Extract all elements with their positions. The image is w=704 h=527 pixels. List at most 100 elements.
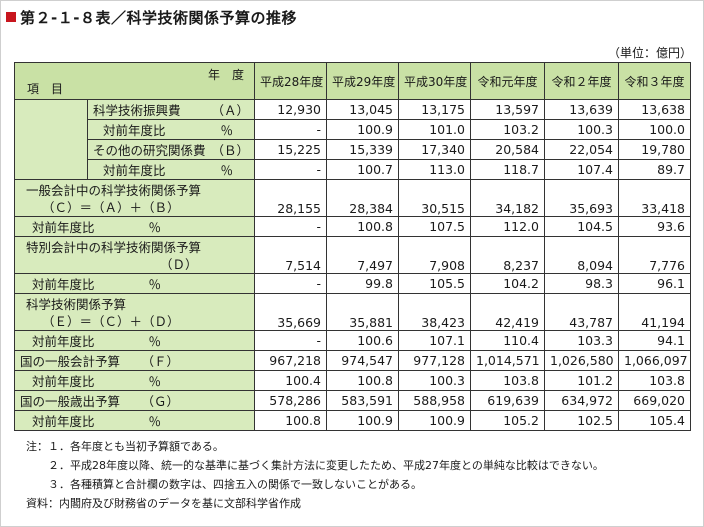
unit-label: （単位：億円） <box>607 46 692 60</box>
value-cell: 35,881 <box>326 293 399 331</box>
table-row: 特別会計中の科学技術関係予算 （Ｄ） 7,514 7,497 7,908 8,23… <box>14 236 691 274</box>
value-cell: 20,584 <box>470 139 545 160</box>
value-cell: - <box>254 159 327 180</box>
value-cell: 634,972 <box>544 390 619 411</box>
value-cell: 93.6 <box>618 216 691 237</box>
footnote: 注：１．各年度とも当初予算額である。 <box>26 440 224 453</box>
year-header: 平成30年度 <box>398 62 471 100</box>
value-cell: 89.7 <box>618 159 691 180</box>
value-cell: 42,419 <box>470 293 545 331</box>
value-cell: 619,639 <box>470 390 545 411</box>
row-label: 科学技術振興費 （Ａ） <box>87 99 255 120</box>
value-cell: 105.4 <box>618 410 691 431</box>
value-cell: 96.1 <box>618 273 691 294</box>
value-cell: 967,218 <box>254 350 327 371</box>
value-cell: 7,514 <box>254 236 327 274</box>
value-cell: 583,591 <box>326 390 399 411</box>
red-square-icon <box>6 12 16 22</box>
table-row: その他の研究関係費 （Ｂ） 15,225 15,339 17,340 20,584… <box>15 139 691 160</box>
year-header: 平成28年度 <box>254 62 327 100</box>
value-cell: 1,066,097 <box>618 350 691 371</box>
value-cell: 7,776 <box>618 236 691 274</box>
value-cell: 102.5 <box>544 410 619 431</box>
value-cell: 974,547 <box>326 350 399 371</box>
table-row: 対前年度比％ - 100.9 101.0 103.2 100.3 100.0 <box>15 119 691 140</box>
year-header: 令和３年度 <box>618 62 691 100</box>
row-label: 対前年度比％ <box>14 370 255 391</box>
value-cell: 100.8 <box>254 410 327 431</box>
table-row: 対前年度比％ 100.8 100.9 100.9 105.2 102.5 105… <box>14 410 691 431</box>
row-label: その他の研究関係費 （Ｂ） <box>87 139 255 160</box>
table-row: 対前年度比％ - 100.8 107.5 112.0 104.5 93.6 <box>14 216 691 237</box>
footnotes: 注：１．各年度とも当初予算額である。 ２．平成28年度以降、統一的な基準に基づく… <box>26 437 604 513</box>
value-cell: 34,182 <box>470 179 545 217</box>
footnote: ３．各種積算と合計欄の数字は、四捨五入の関係で一致しないことがある。 <box>26 478 422 491</box>
value-cell: - <box>254 330 327 351</box>
table-row: 科学技術振興費 （Ａ） 12,930 13,045 13,175 13,597 1… <box>14 99 691 180</box>
value-cell: 107.1 <box>398 330 471 351</box>
year-header: 令和２年度 <box>544 62 619 100</box>
value-cell: 17,340 <box>398 139 471 160</box>
row-label: 一般会計中の科学技術関係予算 （Ｃ）＝（Ａ）＋（Ｂ） <box>14 179 255 217</box>
value-cell: 30,515 <box>398 179 471 217</box>
table-row: 対前年度比％ - 100.7 113.0 118.7 107.4 89.7 <box>15 159 691 180</box>
value-cell: 100.0 <box>618 119 691 140</box>
value-cell: 28,384 <box>326 179 399 217</box>
value-cell: 35,693 <box>544 179 619 217</box>
value-cell: 100.6 <box>326 330 399 351</box>
value-cell: 101.2 <box>544 370 619 391</box>
row-label: 対前年度比％ <box>14 216 255 237</box>
value-cell: 112.0 <box>470 216 545 237</box>
value-cell: 100.3 <box>398 370 471 391</box>
header-row: 年 度 項 目 平成28年度 平成29年度 平成30年度 令和元年度 令和２年度… <box>14 62 691 100</box>
value-cell: 101.0 <box>398 119 471 140</box>
value-cell: 100.7 <box>326 159 399 180</box>
page-title: 第２-１-８表／科学技術関係予算の推移 <box>6 6 297 28</box>
row-label: 特別会計中の科学技術関係予算 （Ｄ） <box>14 236 255 274</box>
value-cell: 99.8 <box>326 273 399 294</box>
value-cell: 104.2 <box>470 273 545 294</box>
value-cell: 12,930 <box>254 99 327 120</box>
value-cell: 588,958 <box>398 390 471 411</box>
row-label: 対前年度比％ <box>87 159 255 180</box>
corner-item-label: 項 目 <box>27 82 64 96</box>
value-cell: 13,597 <box>470 99 545 120</box>
value-cell: 35,669 <box>254 293 327 331</box>
value-cell: 94.1 <box>618 330 691 351</box>
budget-table: 年 度 項 目 平成28年度 平成29年度 平成30年度 令和元年度 令和２年度… <box>14 62 691 431</box>
value-cell: 103.2 <box>470 119 545 140</box>
corner-year-label: 年 度 <box>207 68 244 82</box>
page-title-text: 第２-１-８表／科学技術関係予算の推移 <box>20 8 297 27</box>
source-note: 資料：内閣府及び財務省のデータを基に文部科学省作成 <box>26 497 301 510</box>
value-cell: 105.2 <box>470 410 545 431</box>
row-label: 科学技術関係予算 （Ｅ）＝（Ｃ）＋（Ｄ） <box>14 293 255 331</box>
table-row: 科学技術関係予算 （Ｅ）＝（Ｃ）＋（Ｄ） 35,669 35,881 38,423… <box>14 293 691 331</box>
value-cell: 103.8 <box>470 370 545 391</box>
value-cell: 41,194 <box>618 293 691 331</box>
value-cell: - <box>254 119 327 140</box>
row-label: 国の一般歳出予算 （Ｇ） <box>14 390 255 411</box>
year-header: 令和元年度 <box>470 62 545 100</box>
value-cell: 13,638 <box>618 99 691 120</box>
value-cell: 113.0 <box>398 159 471 180</box>
value-cell: 19,780 <box>618 139 691 160</box>
value-cell: 104.5 <box>544 216 619 237</box>
value-cell: 100.9 <box>326 119 399 140</box>
value-cell: 118.7 <box>470 159 545 180</box>
table-row: 国の一般会計予算 （Ｆ） 967,218 974,547 977,128 1,01… <box>14 350 691 371</box>
value-cell: 578,286 <box>254 390 327 411</box>
value-cell: 100.8 <box>326 370 399 391</box>
table-row: 対前年度比％ - 100.6 107.1 110.4 103.3 94.1 <box>14 330 691 351</box>
value-cell: 110.4 <box>470 330 545 351</box>
value-cell: 669,020 <box>618 390 691 411</box>
group-indent-cell <box>14 99 88 180</box>
value-cell: 13,045 <box>326 99 399 120</box>
row-label: 対前年度比％ <box>14 273 255 294</box>
value-cell: 1,014,571 <box>470 350 545 371</box>
value-cell: 15,339 <box>326 139 399 160</box>
value-cell: 100.9 <box>326 410 399 431</box>
value-cell: 7,908 <box>398 236 471 274</box>
value-cell: 33,418 <box>618 179 691 217</box>
table-row: 国の一般歳出予算 （Ｇ） 578,286 583,591 588,958 619,… <box>14 390 691 411</box>
value-cell: 13,175 <box>398 99 471 120</box>
